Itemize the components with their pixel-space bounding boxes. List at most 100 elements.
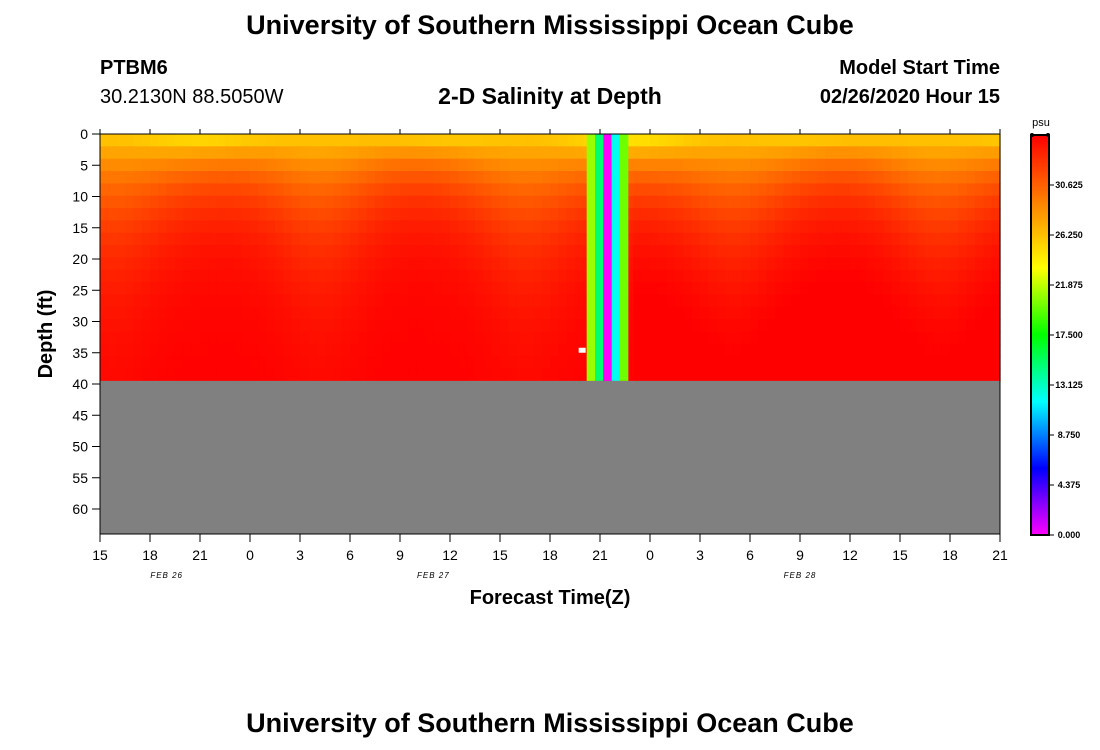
heatmap-cell [991, 183, 1001, 197]
heatmap-cell [458, 245, 468, 259]
heatmap-cell [258, 195, 268, 209]
heatmap-cell [675, 146, 684, 160]
heatmap-cell [208, 183, 218, 197]
heatmap-cell [741, 171, 751, 184]
heatmap-cell [541, 319, 551, 333]
heatmap-cell [958, 319, 968, 333]
heatmap-cell [108, 356, 118, 370]
heatmap-cell [766, 183, 776, 197]
heatmap-cell [708, 269, 718, 283]
heatmap-cell [683, 356, 693, 370]
heatmap-cell [733, 146, 743, 160]
heatmap-cell [658, 319, 668, 333]
heatmap-cell [491, 356, 501, 370]
heatmap-cell [408, 146, 418, 160]
heatmap-cell [341, 331, 351, 345]
heatmap-cell [100, 232, 109, 246]
heatmap-cell [725, 294, 734, 308]
heatmap-cell [275, 257, 284, 271]
heatmap-cell [141, 331, 151, 345]
heatmap-cell [516, 220, 526, 234]
heatmap-cell [133, 146, 143, 160]
heatmap-cell [175, 208, 184, 221]
heatmap-cell [233, 294, 243, 308]
heatmap-cell [233, 195, 243, 209]
heatmap-cell [650, 331, 659, 345]
y-tick-label: 15 [72, 220, 88, 236]
heatmap-cell [383, 232, 393, 246]
heatmap-cell [483, 306, 493, 320]
heatmap-cell [475, 208, 484, 221]
heatmap-cell [400, 269, 409, 283]
heatmap-cell [966, 183, 976, 197]
heatmap-cell [741, 208, 751, 221]
heatmap-cell [166, 368, 176, 382]
heatmap-cell [116, 368, 126, 382]
heatmap-cell [658, 331, 668, 345]
heatmap-cell [883, 146, 893, 160]
heatmap-cell [675, 232, 684, 246]
heatmap-cell [525, 208, 534, 221]
heatmap-cell [891, 220, 901, 234]
heatmap-cell [700, 368, 709, 382]
heatmap-cell [316, 257, 326, 271]
model-start-label: Model Start Time [839, 57, 1000, 79]
heatmap-cell [483, 269, 493, 283]
heatmap-cell [216, 183, 226, 197]
heatmap-cell [525, 146, 534, 160]
heatmap-cell [541, 183, 551, 197]
heatmap-cell [566, 282, 576, 296]
heatmap-cell [983, 195, 993, 209]
heatmap-cell [575, 183, 584, 197]
heatmap-cell [441, 294, 451, 308]
heatmap-cell [175, 269, 184, 283]
heatmap-cell [883, 183, 893, 197]
heatmap-cell [450, 269, 459, 283]
heatmap-cell [466, 368, 476, 382]
heatmap-cell [466, 257, 476, 271]
heatmap-cell [683, 171, 693, 184]
heatmap-cell [308, 232, 318, 246]
heatmap-cell [116, 220, 126, 234]
heatmap-cell [908, 220, 918, 234]
heatmap-cell [391, 146, 401, 160]
heatmap-cell [625, 245, 634, 259]
heatmap-cell [375, 294, 384, 308]
heatmap-cell [950, 195, 959, 209]
heatmap-cell [483, 257, 493, 271]
heatmap-cell [533, 183, 543, 197]
colorbar-corner [1030, 133, 1034, 137]
heatmap-cell [641, 232, 651, 246]
heatmap-cell [300, 269, 309, 283]
heatmap-cell [416, 343, 426, 357]
colorbar-gradient [1030, 134, 1050, 536]
heatmap-cell [575, 356, 584, 370]
heatmap-cell [325, 183, 334, 197]
heatmap-cell [950, 183, 959, 197]
heatmap-cell [666, 195, 676, 209]
heatmap-cell [283, 208, 293, 221]
heatmap-cell [300, 356, 309, 370]
heatmap-cell [425, 220, 434, 234]
heatmap-cell [808, 232, 818, 246]
heatmap-cell [516, 183, 526, 197]
heatmap-cell [116, 146, 126, 160]
heatmap-cell [233, 343, 243, 357]
heatmap-cell [375, 134, 384, 147]
heatmap-cell [941, 294, 951, 308]
heatmap-cell [316, 343, 326, 357]
heatmap-cell [883, 294, 893, 308]
heatmap-cell [908, 368, 918, 382]
heatmap-cell [175, 158, 184, 172]
heatmap-cell [175, 343, 184, 357]
heatmap-cell [100, 158, 109, 172]
heatmap-cell [175, 220, 184, 234]
heatmap-cell [191, 257, 201, 271]
heatmap-cell [408, 368, 418, 382]
heatmap-cell [308, 134, 318, 147]
heatmap-cell [783, 232, 793, 246]
heatmap-cell [191, 220, 201, 234]
heatmap-cell [891, 294, 901, 308]
heatmap-cell [541, 282, 551, 296]
y-tick-label: 35 [72, 345, 88, 361]
